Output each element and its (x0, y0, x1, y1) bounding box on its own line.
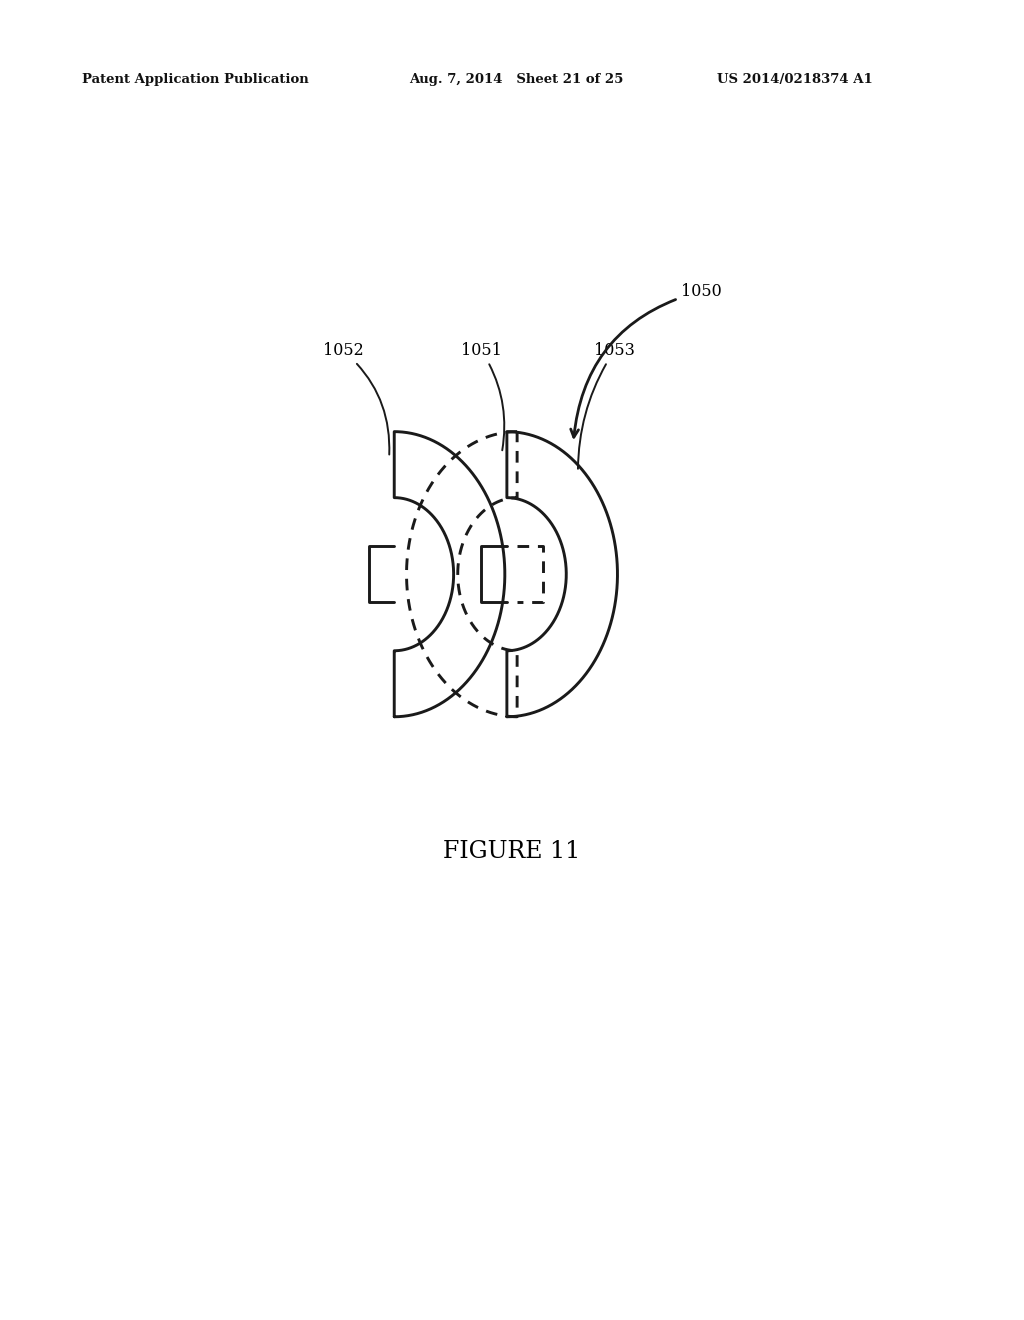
Text: US 2014/0218374 A1: US 2014/0218374 A1 (717, 73, 872, 86)
Text: 1053: 1053 (578, 342, 635, 469)
Text: 1050: 1050 (570, 282, 722, 437)
Text: Patent Application Publication: Patent Application Publication (82, 73, 308, 86)
Text: FIGURE 11: FIGURE 11 (443, 840, 581, 863)
Text: 1051: 1051 (461, 342, 504, 450)
Text: Aug. 7, 2014   Sheet 21 of 25: Aug. 7, 2014 Sheet 21 of 25 (410, 73, 624, 86)
Text: 1052: 1052 (323, 342, 389, 454)
